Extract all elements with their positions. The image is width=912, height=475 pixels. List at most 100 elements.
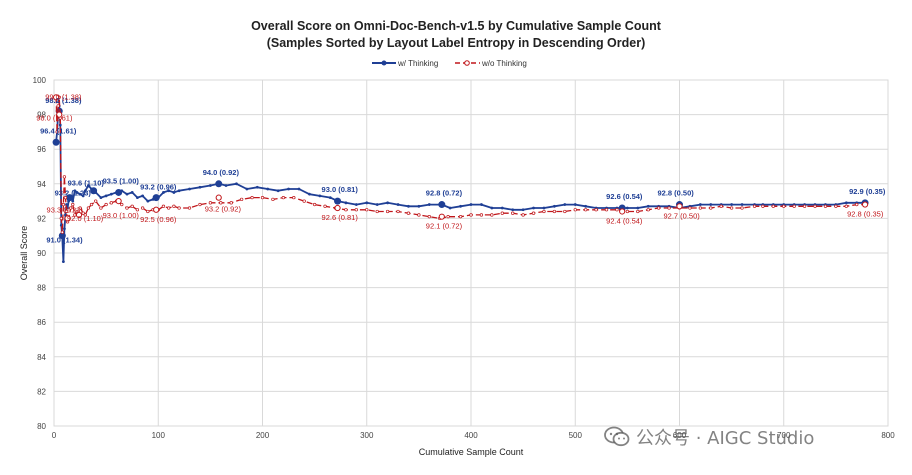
- data-point-without-thinking: [752, 204, 757, 208]
- highlight-marker-without-thinking: [215, 194, 222, 201]
- data-label-without-thinking: 92.6 (0.81): [322, 213, 359, 222]
- data-point-with-thinking: [308, 192, 311, 196]
- data-point-without-thinking: [385, 209, 390, 214]
- x-tick-label: 200: [256, 431, 270, 440]
- data-point-with-thinking: [448, 206, 452, 210]
- series-layer: [52, 94, 869, 264]
- data-point-with-thinking: [709, 203, 713, 206]
- data-point-without-thinking: [83, 213, 87, 217]
- highlight-marker-without-thinking: [115, 198, 122, 205]
- data-point-with-thinking: [146, 199, 150, 203]
- highlight-marker-without-thinking: [52, 94, 60, 101]
- highlight-marker-without-thinking: [861, 201, 869, 208]
- data-point-with-thinking: [109, 192, 113, 196]
- gridlines: [53, 79, 889, 427]
- data-label-without-thinking: 99.0 (1.38): [45, 92, 82, 101]
- data-point-without-thinking: [542, 209, 546, 214]
- chart-title: Overall Score on Omni-Doc-Bench-v1.5 by …: [251, 19, 662, 33]
- data-point-without-thinking: [146, 209, 150, 214]
- y-tick-label: 98: [37, 111, 46, 120]
- data-point-without-thinking: [698, 206, 702, 210]
- data-point-with-thinking: [328, 196, 332, 200]
- data-point-with-thinking: [255, 185, 259, 189]
- data-point-without-thinking: [62, 175, 67, 179]
- data-point-with-thinking: [844, 201, 848, 205]
- highlight-marker-with-thinking: [438, 201, 446, 209]
- wechat-icon: [604, 426, 630, 447]
- data-point-without-thinking: [172, 204, 176, 208]
- data-label-with-thinking: 93.6 (1.10): [68, 179, 105, 188]
- data-label-with-thinking: 93.2 (0.96): [140, 183, 177, 192]
- data-point-without-thinking: [719, 204, 723, 208]
- data-point-with-thinking: [172, 191, 176, 194]
- data-point-with-thinking: [365, 201, 369, 205]
- data-point-with-thinking: [188, 187, 191, 191]
- data-point-with-thinking: [83, 189, 87, 193]
- y-tick-label: 88: [37, 284, 46, 293]
- data-point-without-thinking: [657, 206, 661, 210]
- data-point-with-thinking: [542, 206, 546, 210]
- data-point-with-thinking: [287, 187, 290, 191]
- data-label-with-thinking: 96.4 (1.61): [40, 126, 77, 135]
- data-point-with-thinking: [573, 203, 577, 206]
- data-point-with-thinking: [276, 189, 280, 193]
- data-point-without-thinking: [834, 204, 838, 208]
- x-tick-label: 600: [673, 431, 687, 440]
- data-point-without-thinking: [81, 211, 85, 215]
- data-point-without-thinking: [187, 206, 192, 210]
- data-point-without-thinking: [458, 215, 463, 219]
- data-point-without-thinking: [312, 202, 317, 207]
- data-point-without-thinking: [239, 197, 244, 202]
- data-label-without-thinking: 93.0 (1.00): [103, 211, 140, 220]
- data-point-without-thinking: [563, 209, 567, 214]
- data-point-with-thinking: [386, 201, 389, 205]
- data-point-without-thinking: [604, 208, 609, 212]
- data-point-with-thinking: [417, 204, 421, 208]
- data-label-without-thinking: 92.7 (0.50): [664, 211, 701, 220]
- data-point-without-thinking: [531, 211, 536, 215]
- data-point-without-thinking: [469, 213, 473, 217]
- data-point-with-thinking: [224, 184, 228, 187]
- data-label-without-thinking: 92.1 (0.72): [426, 222, 463, 231]
- data-label-without-thinking: 92.4 (0.54): [606, 216, 643, 225]
- y-tick-label: 80: [37, 422, 46, 431]
- data-point-without-thinking: [86, 206, 91, 210]
- data-point-without-thinking: [260, 195, 265, 200]
- data-point-without-thinking: [130, 204, 134, 208]
- x-tick-label: 300: [360, 431, 374, 440]
- data-point-without-thinking: [406, 211, 411, 215]
- data-point-with-thinking: [78, 192, 82, 196]
- data-point-without-thinking: [375, 209, 379, 214]
- data-point-with-thinking: [266, 187, 270, 191]
- data-labels: 98.2 (1.38) 96.4 (1.61) 93.6 (1.10)93.2 (1…: [36, 92, 886, 244]
- data-point-with-thinking: [99, 196, 103, 200]
- data-point-with-thinking: [584, 204, 588, 208]
- legend-label-with-thinking: w/ Thinking: [397, 59, 438, 68]
- data-label-without-thinking: 92.5 (0.96): [140, 215, 177, 224]
- data-point-without-thinking: [219, 201, 223, 205]
- data-point-without-thinking: [490, 213, 494, 217]
- data-point-with-thinking: [500, 206, 504, 210]
- data-point-without-thinking: [521, 213, 525, 217]
- data-point-without-thinking: [59, 216, 63, 221]
- data-point-with-thinking: [81, 194, 85, 198]
- data-point-with-thinking: [177, 189, 181, 193]
- data-point-without-thinking: [771, 204, 775, 208]
- data-point-without-thinking: [709, 206, 713, 210]
- data-point-without-thinking: [813, 204, 817, 208]
- data-point-with-thinking: [407, 204, 410, 208]
- data-point-without-thinking: [292, 195, 296, 200]
- data-point-without-thinking: [792, 204, 796, 208]
- data-point-without-thinking: [500, 211, 504, 215]
- data-point-without-thinking: [427, 215, 431, 219]
- legend-label-without-thinking: w/o Thinking: [481, 59, 527, 68]
- data-point-without-thinking: [167, 206, 171, 210]
- data-point-without-thinking: [740, 206, 744, 210]
- highlight-marker-without-thinking: [56, 111, 63, 118]
- data-point-with-thinking: [125, 192, 129, 196]
- data-point-with-thinking: [61, 260, 65, 264]
- data-label-with-thinking: 93.2 (1.23): [55, 189, 92, 198]
- highlight-marker-without-thinking: [153, 206, 160, 213]
- x-tick-label: 700: [777, 431, 791, 440]
